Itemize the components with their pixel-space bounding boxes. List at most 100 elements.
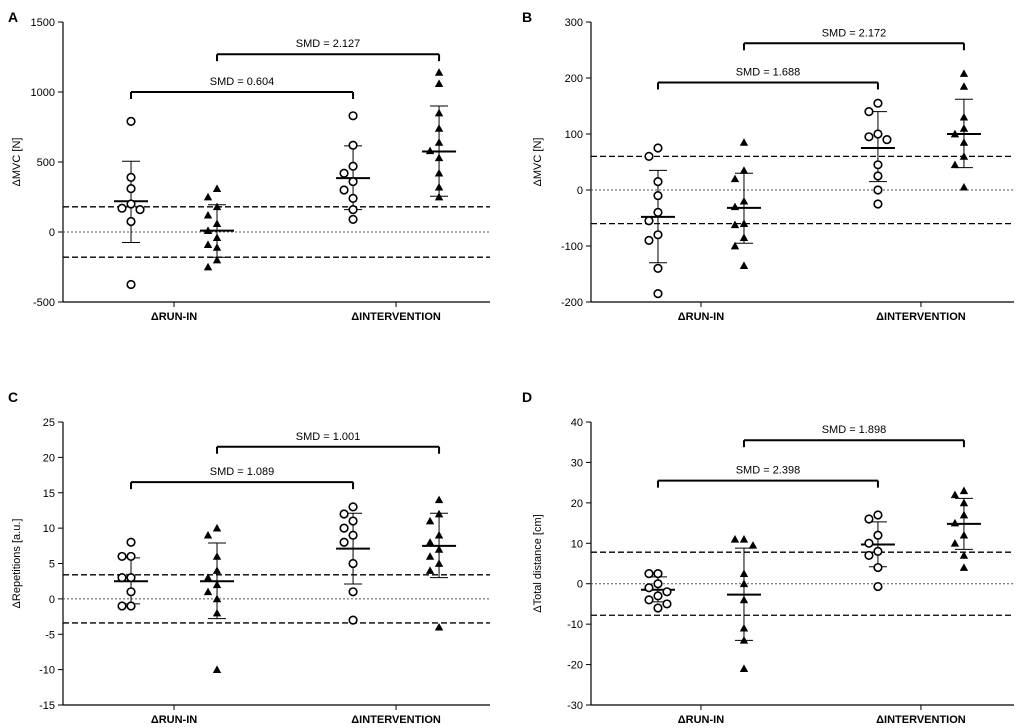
- data-point-circle: [348, 587, 358, 597]
- data-point-circle: [644, 235, 654, 245]
- data-point-triangle: [959, 82, 969, 90]
- data-point-circle: [117, 203, 127, 213]
- data-point-triangle: [434, 509, 444, 518]
- data-point-triangle: [203, 573, 213, 582]
- data-point-triangle: [434, 108, 444, 117]
- data-point-triangle: [739, 623, 749, 632]
- series-triangle: [946, 486, 981, 571]
- y-tick-label: 25: [43, 417, 55, 429]
- series-circle: [114, 537, 149, 611]
- data-point-triangle: [434, 138, 444, 146]
- data-point-triangle: [203, 226, 213, 234]
- data-point-triangle: [434, 545, 444, 553]
- data-point-circle: [864, 132, 874, 142]
- y-tick-label: 100: [565, 129, 583, 141]
- data-point-triangle: [434, 622, 444, 631]
- data-point-triangle: [212, 552, 222, 560]
- data-point-triangle: [434, 79, 444, 87]
- y-tick-label: 5: [49, 559, 55, 571]
- data-point-triangle: [959, 551, 969, 559]
- series-circle: [640, 569, 675, 613]
- data-point-circle: [126, 279, 136, 290]
- y-tick-label: 300: [565, 17, 583, 29]
- data-point-triangle: [434, 559, 444, 567]
- data-point-circle: [864, 514, 874, 524]
- data-point-triangle: [739, 261, 749, 269]
- series-triangle: [422, 68, 457, 201]
- data-point-circle: [117, 601, 127, 611]
- data-point-circle: [348, 177, 358, 187]
- data-point-circle: [348, 140, 358, 150]
- data-point-triangle: [959, 531, 969, 539]
- data-point-triangle: [950, 539, 960, 547]
- data-point-triangle: [739, 579, 749, 588]
- data-point-triangle: [212, 580, 222, 589]
- data-point-circle: [644, 216, 654, 226]
- data-point-triangle: [434, 495, 444, 504]
- data-point-circle: [348, 615, 358, 625]
- data-point-circle: [348, 558, 358, 569]
- data-point-circle: [662, 599, 672, 609]
- smd-bracket: SMD = 2.398: [656, 465, 879, 488]
- data-point-circle: [117, 573, 127, 583]
- y-tick-label: -100: [561, 241, 583, 253]
- y-tick-label: -5: [45, 629, 55, 641]
- data-point-circle: [873, 160, 883, 170]
- series-circle: [114, 116, 149, 290]
- data-point-triangle: [425, 552, 435, 560]
- data-point-triangle: [434, 183, 444, 191]
- smd-bracket: SMD = 1.089: [130, 466, 355, 490]
- data-point-triangle: [959, 183, 969, 191]
- data-point-triangle: [203, 211, 213, 219]
- series-triangle: [946, 69, 981, 191]
- data-point-circle: [653, 579, 663, 589]
- panel-letter: C: [8, 389, 18, 405]
- data-point-triangle: [212, 594, 222, 603]
- data-point-triangle: [730, 220, 740, 229]
- data-point-circle: [339, 537, 349, 547]
- data-point-triangle: [203, 192, 213, 201]
- data-point-triangle: [434, 531, 444, 539]
- y-tick-label: -10: [39, 665, 55, 677]
- data-point-triangle: [212, 233, 222, 241]
- data-point-circle: [653, 143, 663, 153]
- data-point-triangle: [739, 233, 749, 241]
- data-point-triangle: [959, 486, 969, 495]
- data-point-circle: [653, 230, 663, 240]
- y-tick-label: 30: [571, 457, 583, 469]
- data-point-triangle: [739, 197, 749, 205]
- y-tick-label: 20: [43, 452, 55, 464]
- data-point-circle: [873, 185, 883, 195]
- panel-a: A -500 0 500 1000 1500 ΔMVC [N] ΔRUN-IN ΔINTERVE…: [8, 9, 490, 323]
- data-point-circle: [339, 185, 349, 195]
- smd-label: SMD = 1.089: [210, 466, 275, 478]
- data-point-circle: [126, 216, 136, 227]
- data-point-circle: [348, 111, 358, 121]
- smd-label: SMD = 1.898: [822, 424, 887, 436]
- smd-label: SMD = 2.127: [296, 38, 361, 50]
- series-triangle: [726, 535, 761, 672]
- panel-c: C -15 -10 -5 0 5 10 15 20 25 ΔRepetitions [a.u.] ΔR…: [8, 389, 490, 726]
- data-point-circle: [873, 530, 883, 540]
- data-point-circle: [644, 151, 654, 161]
- data-point-triangle: [425, 146, 435, 155]
- y-axis-title: ΔRepetitions [a.u.]: [11, 519, 23, 609]
- data-point-circle: [348, 502, 358, 512]
- smd-label: SMD = 1.688: [736, 66, 801, 78]
- x-category-label: ΔRUN-IN: [678, 714, 724, 726]
- data-point-triangle: [950, 129, 960, 138]
- data-point-triangle: [959, 152, 969, 160]
- data-point-circle: [653, 207, 663, 217]
- y-tick-label: 10: [571, 538, 583, 550]
- data-point-circle: [873, 581, 883, 592]
- data-point-circle: [653, 289, 663, 299]
- data-point-circle: [873, 129, 883, 139]
- data-point-circle: [873, 171, 883, 181]
- y-tick-label: 0: [577, 185, 583, 197]
- data-point-circle: [873, 546, 883, 556]
- y-tick-label: 1000: [31, 87, 55, 99]
- panel-d: D -30 -20 -10 0 10 20 30 40 ΔTotal distance [cm] Δ…: [522, 389, 1014, 726]
- y-tick-label: 0: [577, 579, 583, 591]
- data-point-circle: [653, 603, 663, 613]
- data-point-triangle: [730, 535, 740, 543]
